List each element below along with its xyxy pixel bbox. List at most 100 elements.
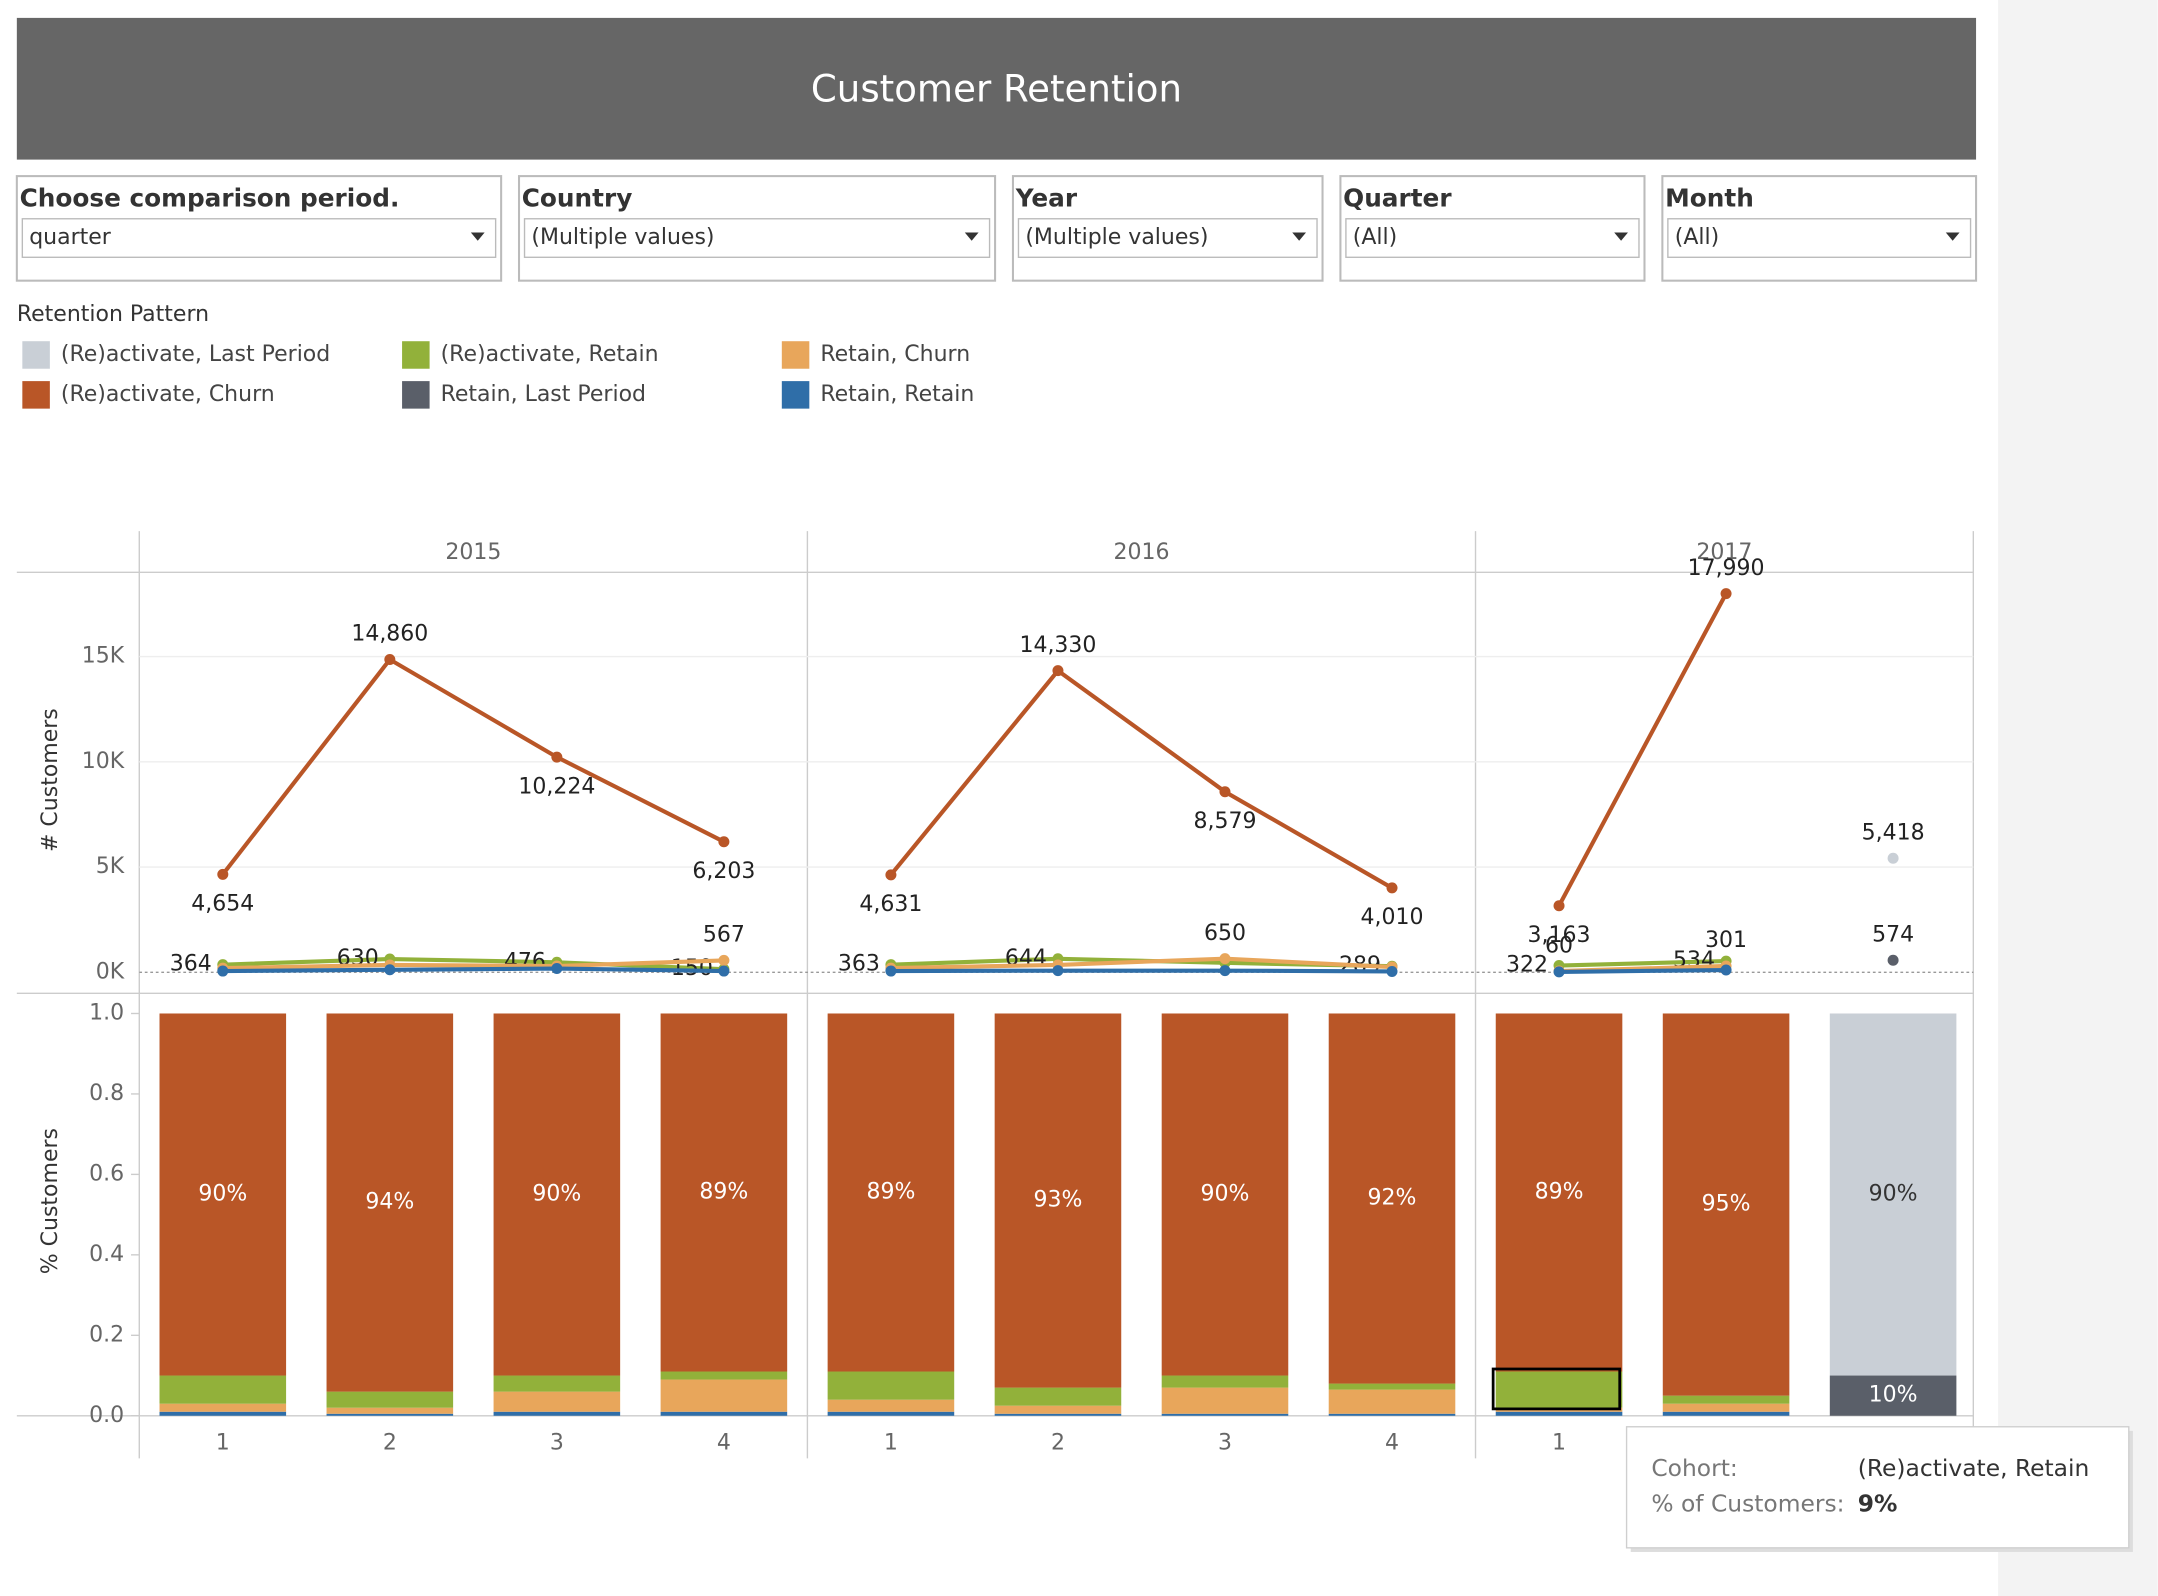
filter-value[interactable]: (All) [1675,225,1719,250]
data-point [1553,900,1565,912]
bar-segment[interactable] [1829,1375,1957,1416]
filter-value[interactable]: (All) [1353,225,1397,250]
dropdown-arrow[interactable] [1614,232,1628,241]
bar-segment[interactable] [1662,1395,1790,1404]
y-tick-label: 0.4 [89,1242,124,1267]
dropdown-arrow[interactable] [964,232,979,241]
filter-value[interactable]: quarter [29,225,112,250]
filter-value[interactable]: (Multiple values) [531,225,714,250]
data-point [1386,882,1398,894]
bar-segment[interactable] [1161,1413,1289,1416]
legend-swatch[interactable] [22,381,50,409]
data-point [718,965,730,977]
legend: Retention Pattern (Re)activate, Last Peri… [17,302,974,409]
bar-segment[interactable] [1328,1389,1456,1414]
bar-segment[interactable] [326,1391,454,1408]
bar-segment[interactable] [1662,1403,1790,1412]
data-label: 4,010 [1361,905,1424,930]
legend-swatch[interactable] [402,341,430,369]
bar-segment[interactable] [159,1411,287,1416]
bar-segment[interactable] [1328,1413,1456,1416]
legend-label[interactable]: (Re)activate, Churn [61,382,275,407]
filter-dropdown[interactable] [523,218,991,258]
bar-segment[interactable] [1161,1387,1289,1414]
legend-label[interactable]: (Re)activate, Last Period [61,342,330,367]
bar-segment[interactable] [660,1411,788,1416]
bar-segment[interactable] [326,1013,454,1392]
bar-segment[interactable] [1495,1371,1623,1408]
bar-segment[interactable] [827,1013,955,1372]
bar-segment[interactable] [493,1375,621,1392]
filter-dropdown[interactable] [1017,218,1318,258]
data-label: 10,224 [518,774,595,799]
bar-segment[interactable] [1495,1013,1623,1372]
bar-segment[interactable] [994,1013,1122,1388]
chart-area: 2015 2016 2017# Customers% Customers0K5K10… [16,531,1974,1459]
legend-label[interactable]: Retain, Churn [820,342,970,367]
bar-segment[interactable] [1161,1375,1289,1388]
bar-label: 92% [1368,1186,1417,1211]
data-point [885,965,897,977]
bar-segment[interactable] [1328,1013,1456,1384]
filter-value[interactable]: (Multiple values) [1025,225,1208,250]
bar-segment[interactable] [159,1375,287,1404]
y-axis-title: % Customers [38,1128,63,1274]
bar-segment[interactable] [1328,1383,1456,1390]
filter-label: Month [1665,184,1754,213]
bar-segment[interactable] [660,1013,788,1372]
bar-segment[interactable] [493,1013,621,1376]
bar-label: 89% [1535,1179,1584,1204]
dashboard-title: Customer Retention [811,67,1182,110]
bar-segment[interactable] [326,1413,454,1416]
series-line [1559,967,1727,974]
data-label: 6,203 [692,859,755,884]
data-point [217,868,229,880]
y-tick-label: 0K [96,959,125,984]
bar-segment[interactable] [994,1413,1122,1416]
bar-segment[interactable] [159,1403,287,1412]
tooltip-key: % of Customers: [1651,1490,1844,1518]
bar-segment[interactable] [159,1013,287,1376]
legend-swatch[interactable] [22,341,50,369]
bar-segment[interactable] [1495,1411,1623,1416]
bar-segment[interactable] [326,1407,454,1414]
data-point [1720,964,1732,976]
bar-segment[interactable] [660,1379,788,1412]
series-line [222,958,724,971]
bar-segment[interactable] [827,1411,955,1416]
data-point [551,751,563,763]
data-point [718,954,730,966]
bar-segment[interactable] [994,1387,1122,1406]
dropdown-arrow[interactable] [470,232,485,241]
x-tick-label: 1 [216,1430,230,1455]
legend-swatch[interactable] [781,381,810,409]
dropdown-arrow[interactable] [1945,232,1960,241]
filter-dropdown[interactable] [1667,218,1972,258]
legend-swatch[interactable] [781,341,810,369]
dropdown-arrow[interactable] [1292,232,1307,241]
data-label: 301 [1705,928,1747,953]
bar-segment[interactable] [994,1405,1122,1414]
bar-segment[interactable] [1161,1013,1289,1376]
header-bar [16,17,1977,160]
y-tick-label: 0.2 [89,1322,124,1347]
legend-label[interactable]: Retain, Retain [820,382,974,407]
bar-segment[interactable] [1662,1013,1790,1396]
filters: Choose comparison period. quarter Country (… [15,175,1978,282]
legend-swatch[interactable] [402,381,430,409]
bar-segment[interactable] [827,1371,955,1400]
filter-dropdown[interactable] [21,218,497,258]
series-line [890,968,1393,974]
bar-segment[interactable] [1829,1013,1957,1376]
bar-label: 94% [365,1190,414,1215]
bar-segment[interactable] [1662,1411,1790,1416]
bar-segment[interactable] [493,1411,621,1416]
filter-dropdown[interactable] [1345,218,1640,258]
legend-label[interactable]: (Re)activate, Retain [441,342,659,367]
bar-segment[interactable] [827,1399,955,1412]
panel-label: 2017 [1696,540,1752,565]
bar-segment[interactable] [493,1391,621,1412]
legend-label[interactable]: Retain, Last Period [441,382,646,407]
bar-label: 89% [866,1179,915,1204]
bar-segment[interactable] [660,1371,788,1380]
